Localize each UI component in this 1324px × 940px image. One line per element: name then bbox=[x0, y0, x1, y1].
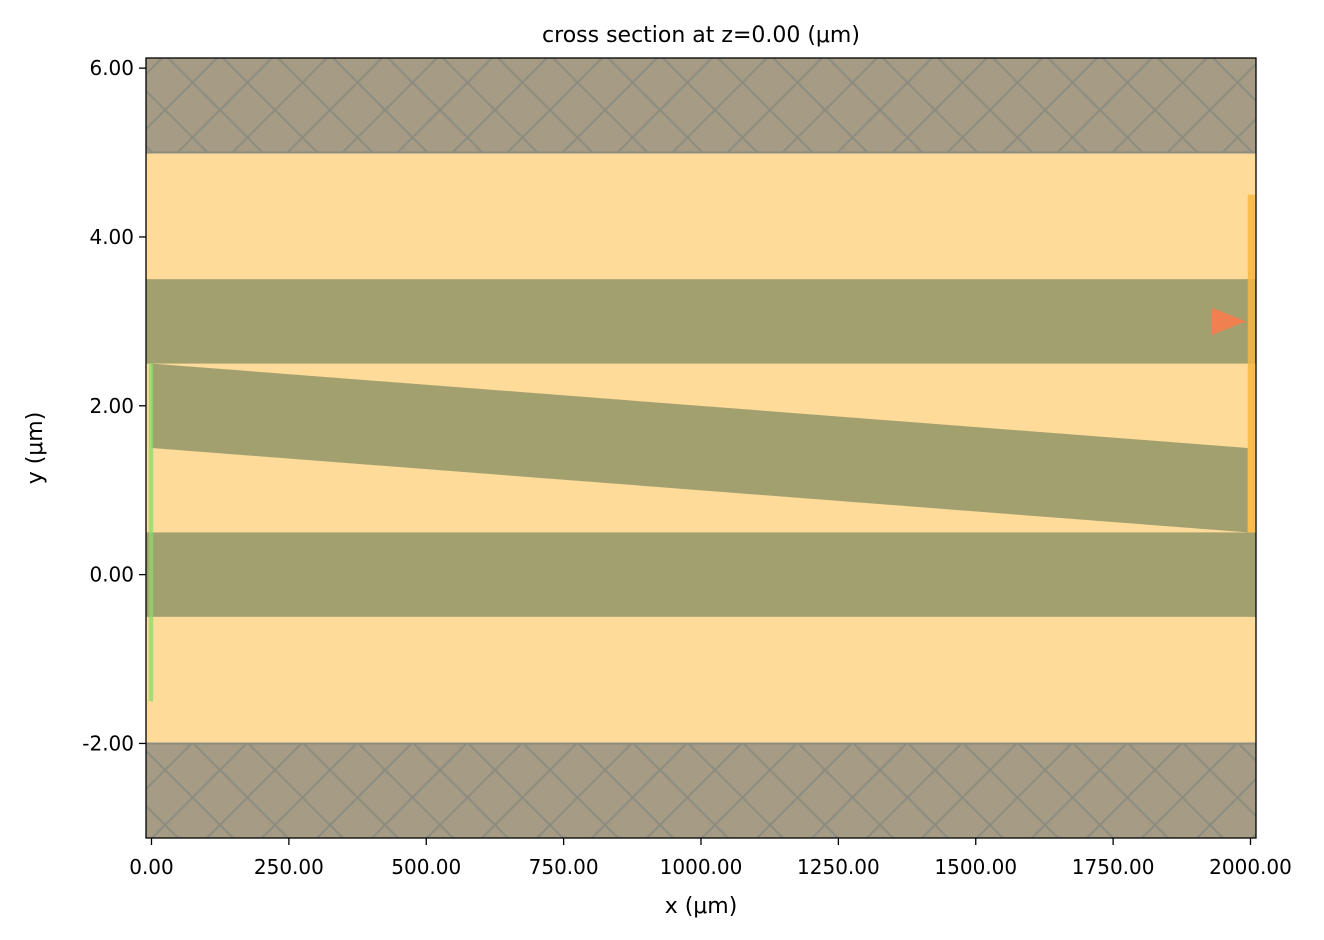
y-tick-label: -2.00 bbox=[82, 731, 134, 755]
chart-title: cross section at z=0.00 (μm) bbox=[542, 23, 860, 48]
x-tick-label: 2000.00 bbox=[1209, 855, 1292, 879]
pml-top-hatch bbox=[146, 58, 1256, 153]
pml-bottom-hatch bbox=[146, 743, 1256, 838]
y-axis-ticks: -2.00 0.00 2.00 4.00 6.00 bbox=[82, 56, 146, 755]
y-tick-label: 4.00 bbox=[89, 225, 134, 249]
x-axis-ticks: 0.00 250.00 500.00 750.00 1000.00 1250.00 1500… bbox=[129, 838, 1292, 879]
x-tick-label: 1750.00 bbox=[1072, 855, 1155, 879]
y-axis-label: y (μm) bbox=[23, 412, 48, 485]
monitor-direction-arrow bbox=[1212, 307, 1247, 335]
x-tick-label: 750.00 bbox=[529, 855, 599, 879]
waveguide-bottom bbox=[146, 532, 1256, 617]
monitor-plane bbox=[1247, 194, 1255, 533]
x-tick-label: 1500.00 bbox=[934, 855, 1017, 879]
x-tick-label: 250.00 bbox=[254, 855, 324, 879]
source-plane bbox=[148, 363, 154, 702]
y-tick-label: 2.00 bbox=[89, 394, 134, 418]
x-tick-label: 1000.00 bbox=[660, 855, 743, 879]
x-tick-label: 500.00 bbox=[391, 855, 461, 879]
waveguide-top bbox=[146, 279, 1256, 364]
x-tick-label: 1250.00 bbox=[797, 855, 880, 879]
x-tick-label: 0.00 bbox=[129, 855, 174, 879]
waveguide-taper bbox=[151, 363, 1248, 533]
x-axis-label: x (μm) bbox=[665, 894, 738, 919]
y-tick-label: 0.00 bbox=[89, 563, 134, 587]
plot-area bbox=[146, 58, 1256, 838]
y-tick-label: 6.00 bbox=[89, 56, 134, 80]
